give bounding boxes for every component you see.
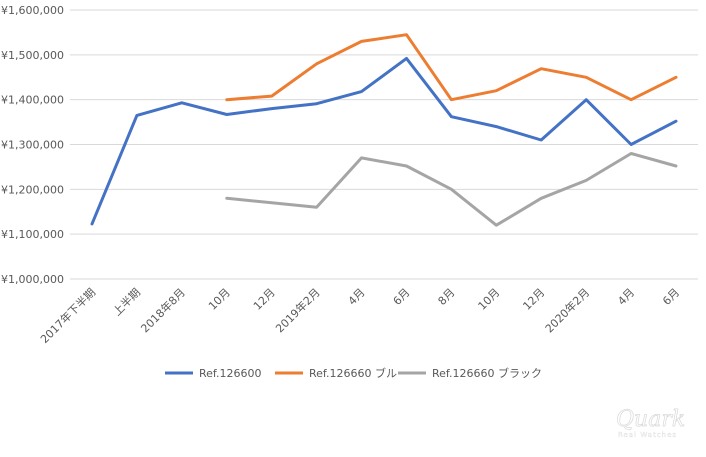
gridlines — [70, 9, 698, 280]
y-tick-label: ¥1,000,000 — [1, 273, 64, 286]
legend-label: Ref.126600 — [199, 367, 261, 380]
x-tick-label: 2020年2月 — [542, 285, 592, 335]
x-tick-label: 2019年2月 — [273, 285, 323, 335]
x-tick-label: 2018年8月 — [138, 285, 188, 335]
x-tick-label: 12月 — [251, 286, 278, 313]
series-line-2 — [225, 33, 678, 102]
x-tick-label: 8月 — [436, 286, 458, 308]
x-tick-label: 10月 — [206, 286, 233, 313]
y-tick-label: ¥1,600,000 — [1, 4, 64, 17]
y-tick-label: ¥1,300,000 — [1, 139, 64, 152]
series-line-3 — [225, 152, 678, 227]
series-lines — [90, 33, 678, 227]
legend: Ref.126600 Ref.126660 ブルー Ref.126660 ブラック — [165, 366, 542, 380]
watermark-logo-text: Quark — [616, 407, 685, 432]
x-tick-label: 10月 — [476, 286, 503, 313]
x-tick-label: 6月 — [391, 286, 413, 308]
x-tick-label: 6月 — [660, 286, 682, 308]
y-tick-label: ¥1,400,000 — [1, 94, 64, 107]
x-tick-label: 上半期 — [110, 285, 143, 318]
y-tick-label: ¥1,500,000 — [1, 49, 64, 62]
watermark: Quark Real Watches — [616, 407, 686, 440]
x-tick-label: 12月 — [520, 286, 547, 313]
x-tick-label: 2017年下半期 — [37, 285, 98, 346]
y-tick-label: ¥1,200,000 — [1, 183, 64, 196]
legend-label: Ref.126660 ブルー — [309, 366, 408, 380]
y-axis-tick-labels: ¥1,000,000 ¥1,100,000 ¥1,200,000 ¥1,300,000… — [1, 4, 64, 286]
watermark-subtitle: Real Watches — [618, 431, 677, 439]
legend-label: Ref.126660 ブラック — [432, 366, 542, 380]
x-tick-label: 4月 — [346, 286, 368, 308]
y-tick-label: ¥1,100,000 — [1, 228, 64, 241]
series-line-1 — [90, 56, 678, 226]
x-tick-label: 4月 — [615, 286, 637, 308]
